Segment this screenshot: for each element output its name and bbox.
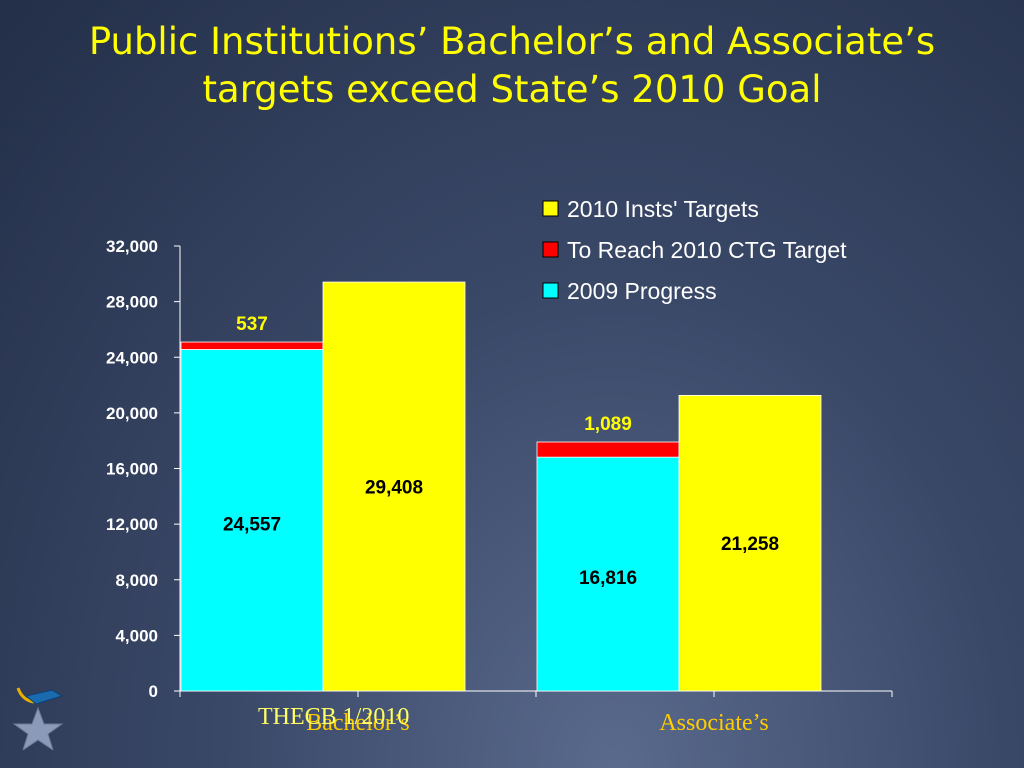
legend-swatch: [542, 200, 559, 217]
legend-swatch: [542, 282, 559, 299]
slide-title: Public Institutions’ Bachelor’s and Asso…: [20, 18, 1004, 114]
y-tick-label: 32,000: [106, 237, 158, 256]
legend-swatch: [542, 241, 559, 258]
data-label-insts-targets: 29,408: [365, 478, 423, 499]
title-line-2: targets exceed State’s 2010 Goal: [202, 68, 822, 111]
bar-insts-targets: [322, 281, 466, 692]
y-tick-label: 4,000: [115, 626, 158, 645]
data-label-to-reach-target: 1,089: [584, 414, 632, 435]
data-label-2009-progress: 16,816: [579, 568, 637, 589]
y-tick-label: 20,000: [106, 404, 158, 423]
bar-to-reach-target: [536, 441, 680, 458]
bar-2009-progress: [180, 349, 324, 692]
graduation-star-icon: [12, 687, 64, 750]
footer-text: THECB 1/2010: [258, 704, 410, 730]
bar-2009-progress: [536, 456, 680, 692]
bar-insts-targets: [678, 394, 822, 692]
x-category-label: Bachelor’s: [306, 710, 410, 736]
legend-label: To Reach 2010 CTG Target: [567, 237, 847, 263]
data-label-insts-targets: 21,258: [721, 534, 779, 555]
y-tick-label: 12,000: [106, 515, 158, 534]
y-tick-label: 16,000: [106, 460, 158, 479]
bar-to-reach-target: [180, 341, 324, 350]
x-category-label: Associate’s: [659, 710, 768, 736]
y-tick-label: 8,000: [115, 571, 158, 590]
legend-label: 2010 Insts' Targets: [567, 196, 759, 222]
y-tick-label: 24,000: [106, 348, 158, 367]
data-label-to-reach-target: 537: [236, 314, 268, 335]
y-tick-label: 28,000: [106, 293, 158, 312]
y-tick-label: 0: [149, 682, 158, 701]
data-label-2009-progress: 24,557: [223, 514, 281, 535]
legend-label: 2009 Progress: [567, 278, 717, 304]
title-line-1: Public Institutions’ Bachelor’s and Asso…: [88, 20, 936, 63]
